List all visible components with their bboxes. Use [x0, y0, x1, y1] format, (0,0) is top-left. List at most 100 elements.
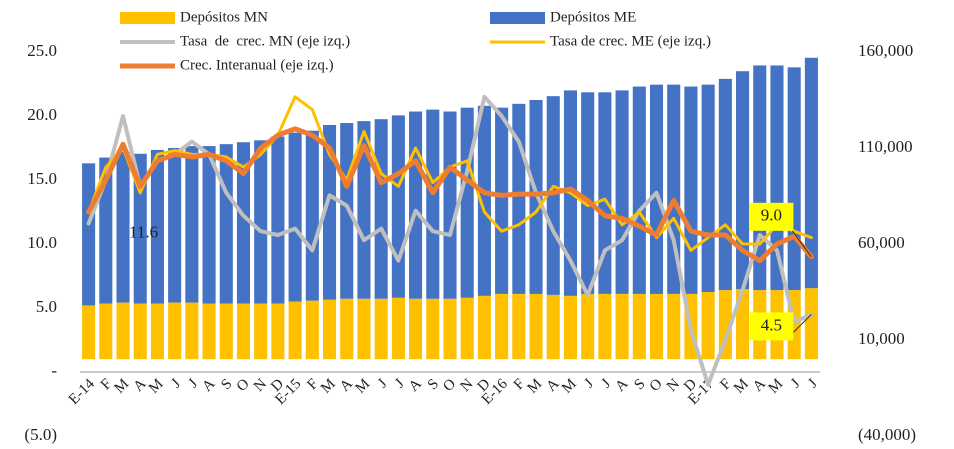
bar: [770, 65, 784, 291]
bar: [185, 146, 199, 303]
x-tick-label: A: [199, 376, 218, 395]
bar: [391, 297, 405, 360]
data-label: 9.0: [761, 206, 782, 225]
y-tick-label: -: [51, 361, 57, 380]
bar: [254, 303, 268, 360]
x-tick-label: M: [112, 376, 133, 397]
bar: [598, 293, 612, 360]
x-tick-label: S: [425, 376, 442, 393]
legend-label: Tasa de crec. MN (eje izq.): [180, 33, 350, 49]
x-tick-label: O: [234, 376, 253, 395]
y-tick-label: 20.0: [27, 105, 57, 124]
bar: [477, 105, 491, 296]
bar: [374, 119, 388, 299]
y2-tick-label: 110,000: [858, 137, 913, 156]
legend-swatch: [490, 12, 545, 24]
bar: [460, 297, 474, 360]
bar: [753, 65, 767, 291]
bar: [581, 92, 595, 294]
bar: [150, 149, 164, 304]
legend-swatch: [120, 12, 175, 24]
bar: [116, 302, 130, 360]
bar: [701, 292, 715, 360]
x-tick-label: N: [664, 376, 683, 395]
legend-label: Tasa de crec. ME (eje izq.): [550, 33, 711, 49]
bar: [202, 303, 216, 360]
bar: [236, 303, 251, 360]
legend-label: Depósitos MN: [180, 9, 268, 25]
bar: [374, 298, 388, 360]
x-tick-label: S: [631, 376, 648, 393]
data-label: 4.5: [761, 315, 782, 334]
bar: [168, 302, 182, 360]
bar: [322, 299, 337, 360]
bar: [288, 301, 302, 360]
legend-label: Depósitos ME: [550, 9, 636, 25]
y2-tick-label: (40,000): [858, 425, 916, 444]
y2-tick-label: 60,000: [858, 233, 905, 252]
bar: [443, 111, 457, 299]
x-tick-label: M: [731, 376, 752, 397]
bar: [219, 303, 233, 360]
bar: [219, 144, 233, 304]
line-series: [86, 126, 814, 264]
bar: [632, 86, 646, 294]
bar: [82, 163, 96, 306]
bar: [581, 293, 595, 360]
bar: [495, 107, 509, 294]
bar: [426, 298, 440, 360]
bar: [185, 302, 199, 360]
bar: [340, 298, 354, 360]
x-tick-label: O: [440, 376, 459, 395]
x-tick-label: M: [352, 376, 373, 397]
bar: [168, 148, 182, 303]
bar: [322, 124, 337, 300]
bar: [718, 290, 732, 360]
y-tick-label: 10.0: [27, 233, 57, 252]
y2-tick-label: 10,000: [858, 329, 905, 348]
bar: [426, 109, 440, 299]
bar: [615, 90, 629, 294]
leader-line: [788, 226, 812, 258]
bar: [116, 151, 130, 303]
bar: [409, 111, 423, 299]
y-tick-label: (5.0): [24, 425, 57, 444]
x-tick-label: J: [581, 376, 597, 392]
bar: [99, 303, 113, 360]
bar: [82, 305, 96, 360]
y-tick-label: 15.0: [27, 169, 57, 188]
bar: [443, 298, 457, 360]
bar: [391, 115, 405, 298]
bar: [736, 289, 750, 360]
bar: [649, 84, 664, 294]
bar: [357, 298, 371, 360]
bar: [546, 96, 560, 295]
bar: [133, 303, 147, 360]
bar: [667, 84, 681, 294]
x-tick-label: M: [765, 376, 786, 397]
x-tick-label: M: [525, 376, 546, 397]
bar: [804, 57, 818, 289]
x-tick-label: J: [375, 376, 391, 392]
bar: [787, 67, 801, 291]
bar: [254, 140, 268, 304]
bar: [133, 153, 147, 304]
y-tick-label: 5.0: [36, 297, 57, 316]
x-tick-label: S: [218, 376, 235, 393]
bar: [202, 146, 216, 304]
bar: [563, 295, 578, 360]
bar: [357, 121, 371, 299]
bar: [460, 107, 474, 298]
bar: [288, 132, 302, 302]
y2-tick-label: 160,000: [858, 41, 913, 60]
x-tick-label: M: [559, 376, 580, 397]
bar: [99, 157, 113, 304]
x-tick-label: M: [318, 376, 339, 397]
x-tick-label: A: [406, 376, 425, 395]
bar: [529, 293, 543, 360]
bar: [546, 294, 560, 360]
x-tick-label: J: [788, 376, 804, 392]
bar: [736, 71, 750, 290]
